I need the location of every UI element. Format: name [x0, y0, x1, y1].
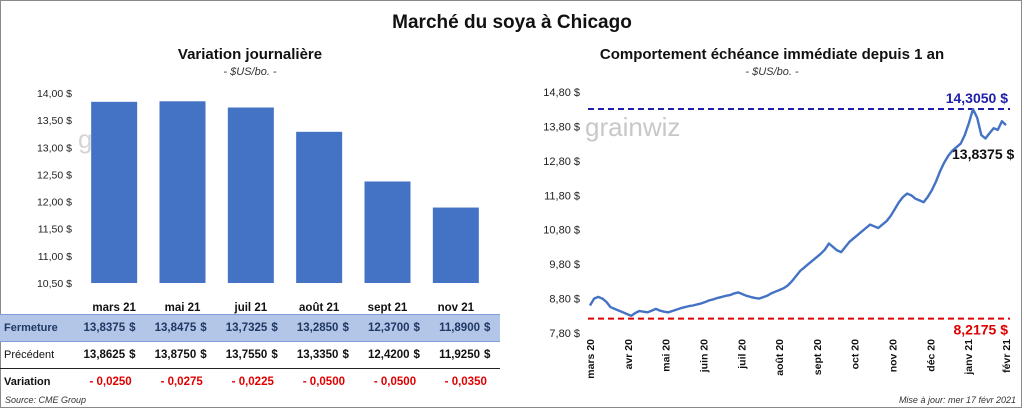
reference-line-label: 14,3050 $: [946, 90, 1008, 106]
table-cell: - 0,0350: [444, 376, 487, 388]
line-xtick-label: août 20: [774, 339, 786, 376]
bar: [91, 101, 138, 283]
table-cell: 13,8375: [74, 314, 128, 342]
table-row-fermeture: Fermeture 13,8375 $13,8475 $13,7325 $13,2850…: [0, 314, 500, 342]
bar: [159, 101, 206, 284]
bar-ytick-label: 10,50 $: [37, 278, 72, 290]
bar-ytick-label: 12,00 $: [37, 197, 72, 209]
source-note: Source: CME Group: [5, 395, 87, 405]
bar: [296, 131, 343, 283]
line-xtick-label: oct 20: [850, 339, 862, 370]
line-ytick-label: 8,80 $: [549, 294, 580, 306]
currency-suffix: $: [198, 341, 217, 369]
currency-suffix: $: [411, 341, 430, 369]
table-cell: 12,4200: [358, 341, 412, 369]
main-title: Marché du soya à Chicago: [392, 12, 632, 33]
line-xtick-label: juin 20: [698, 339, 710, 373]
currency-suffix: $: [127, 341, 146, 369]
bar-ytick-label: 14,00 $: [37, 88, 72, 100]
bar: [432, 207, 479, 283]
line-xtick-label: mars 20: [585, 339, 597, 379]
bar-chart: grain 10,50 $11,00 $11,50 $12,00 $12,50 …: [37, 88, 479, 314]
currency-suffix: $: [340, 341, 359, 369]
table-cell: 11,8900: [429, 314, 482, 342]
line-ytick-label: 9,80 $: [549, 259, 580, 271]
bar-ytick-label: 11,50 $: [38, 224, 72, 236]
table-cell: 11,9250: [429, 341, 482, 369]
line-xtick-label: déc 20: [925, 339, 937, 372]
currency-suffix: $: [340, 314, 359, 342]
table-row-label: Fermeture: [0, 314, 74, 342]
line-ytick-label: 12,80 $: [543, 156, 580, 168]
line-xtick-label: nov 20: [888, 339, 900, 372]
table-row-precedent: Précédent 13,8625 $13,8750 $13,7550 $13,3350…: [0, 341, 500, 369]
bar-category-label: mars 21: [92, 302, 136, 314]
reference-line-label: 8,2175 $: [954, 322, 1009, 338]
table-row-label: Précédent: [0, 341, 74, 369]
currency-suffix: $: [269, 341, 288, 369]
bar: [364, 181, 411, 283]
bar-ytick-label: 12,50 $: [37, 169, 72, 181]
table-cell: - 0,0225: [231, 376, 274, 388]
line-xtick-label: févr 21: [1001, 339, 1013, 373]
price-table: Fermeture 13,8375 $13,8475 $13,7325 $13,2850…: [0, 314, 500, 395]
table-cell: 13,7325: [216, 314, 270, 342]
bar: [227, 107, 274, 284]
line-ytick-label: 13,80 $: [543, 121, 580, 133]
line-xtick-label: janv 21: [963, 339, 975, 376]
table-cell: 13,7550: [216, 341, 270, 369]
left-chart-unit: - $US/bo. -: [223, 66, 277, 78]
left-chart-title: Variation journalière: [177, 46, 323, 63]
table-cell: - 0,0500: [373, 376, 417, 388]
currency-suffix: $: [269, 314, 288, 342]
last-value-label: 13,8375 $: [952, 146, 1014, 162]
line-xtick-label: avr 20: [623, 339, 635, 370]
bar-category-label: mai 21: [165, 302, 201, 314]
table-cell: 13,3350: [287, 341, 341, 369]
bar-category-label: août 21: [299, 302, 340, 314]
currency-suffix: $: [482, 314, 500, 342]
currency-suffix: $: [411, 314, 430, 342]
right-chart-title: Comportement échéance immédiate depuis 1…: [599, 46, 945, 63]
table-cell: 13,8750: [145, 341, 199, 369]
right-chart-unit: - $US/bo. -: [745, 66, 799, 78]
bar-category-label: sept 21: [368, 302, 408, 314]
bar-ytick-label: 11,00 $: [38, 251, 72, 263]
line-ytick-label: 14,80 $: [543, 87, 580, 99]
line-xtick-label: mai 20: [661, 339, 673, 372]
bar-category-label: nov 21: [438, 302, 475, 314]
bar-ytick-label: 13,00 $: [37, 142, 72, 154]
update-note: Mise à jour: mer 17 févr 2021: [898, 395, 1016, 405]
watermark-right: grainwiz: [585, 112, 680, 142]
table-row-label: Variation: [4, 376, 51, 388]
table-cell: 13,8475: [145, 314, 199, 342]
series-line: [588, 108, 1007, 317]
table-cell: 12,3700: [358, 314, 412, 342]
currency-suffix: $: [198, 314, 217, 342]
line-xtick-label: juil 20: [736, 339, 748, 370]
table-cell: 13,2850: [287, 314, 341, 342]
bar-category-label: juil 21: [234, 302, 268, 314]
table-cell: - 0,0250: [89, 376, 132, 388]
table-cell: 13,8625: [74, 341, 128, 369]
table-cell: - 0,0500: [302, 376, 345, 388]
bar-ytick-label: 13,50 $: [37, 115, 72, 127]
table-row-variation: Variation - 0,0250 - 0,0275 - 0,0225 - 0,050…: [0, 369, 500, 396]
line-ytick-label: 7,80 $: [549, 328, 580, 340]
table-cell: - 0,0275: [160, 376, 203, 388]
line-xtick-label: sept 20: [812, 339, 824, 375]
currency-suffix: $: [482, 341, 500, 369]
line-ytick-label: 10,80 $: [543, 225, 580, 237]
line-ytick-label: 11,80 $: [544, 190, 580, 202]
currency-suffix: $: [127, 314, 146, 342]
